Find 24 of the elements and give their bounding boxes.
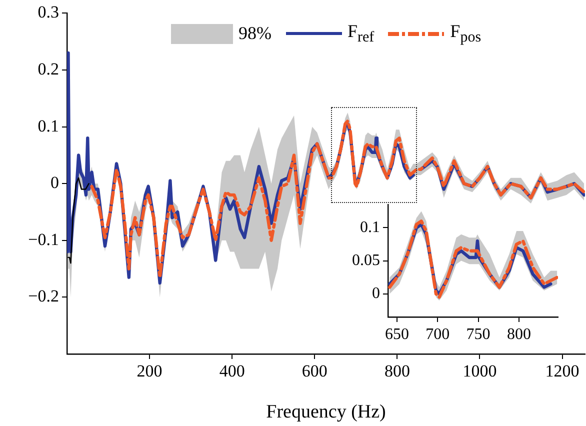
x-tick-label: 200 bbox=[136, 362, 162, 381]
y-tick-label: 0 bbox=[372, 285, 380, 302]
y-tick-label: 0.3 bbox=[38, 2, 59, 22]
y-tick-label: 0 bbox=[50, 173, 59, 192]
legend-label: F$_{pos}$ bbox=[450, 21, 482, 47]
y-tick-label: −0.1 bbox=[28, 230, 59, 249]
x-tick-label: 800 bbox=[384, 362, 410, 381]
x-tick-label: 400 bbox=[219, 362, 245, 381]
y-tick-label: 0.05 bbox=[352, 252, 380, 270]
y-tick-label: −0.2 bbox=[28, 286, 59, 306]
y-tick-label: 0.1 bbox=[38, 116, 59, 136]
x-tick-label: 650 bbox=[384, 326, 409, 343]
x-axis-title: Frequency (Hz) bbox=[266, 402, 386, 423]
line-series bbox=[90, 120, 585, 279]
legend-label: F$_{ref}$ bbox=[348, 21, 374, 47]
x-tick-label: 600 bbox=[302, 362, 328, 381]
x-tick-label: 1000 bbox=[462, 362, 497, 381]
y-tick-label: 0.1 bbox=[360, 218, 380, 236]
x-tick-label: 1200 bbox=[545, 362, 580, 381]
y-tick-label: 0.2 bbox=[38, 59, 59, 78]
x-tick-label: 800 bbox=[506, 326, 531, 343]
x-tick-label: 700 bbox=[426, 326, 450, 343]
legend-label: 98% bbox=[238, 23, 272, 44]
x-tick-label: 750 bbox=[466, 326, 490, 343]
